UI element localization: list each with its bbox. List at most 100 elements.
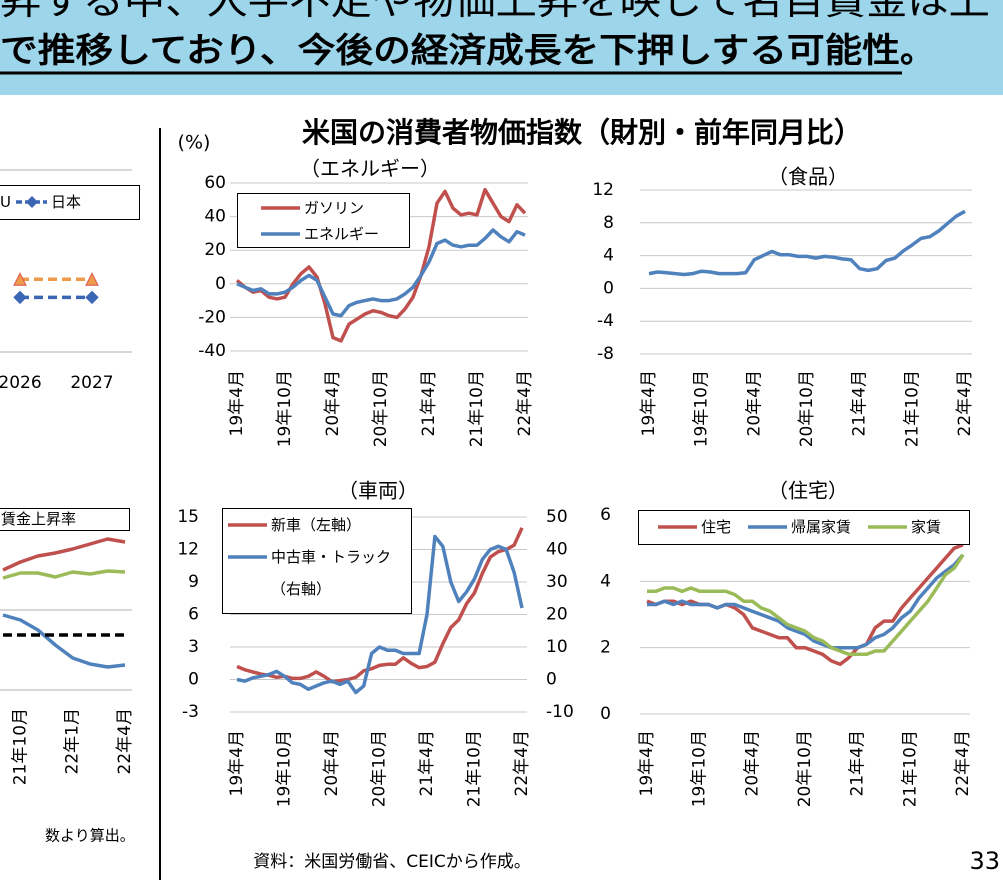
unit-label: (%) xyxy=(178,132,211,154)
x-tick-label: 21年10月 xyxy=(902,370,922,447)
legend-item: 帰属家賃 xyxy=(747,514,851,544)
legend-item: U xyxy=(0,189,11,219)
x-tick-label: 21年10月 xyxy=(467,370,487,447)
marker xyxy=(13,272,27,286)
chart-subtitle: （エネルギー） xyxy=(300,157,440,181)
x-tick-label: 22年4月 xyxy=(115,708,135,774)
y-tick-label: 4 xyxy=(603,246,614,266)
header-line2: で推移しており、今後の経済成長を下押しする可能性。 xyxy=(0,31,934,71)
legend-label: エネルギー xyxy=(304,225,380,243)
header-period: 。 xyxy=(900,31,934,71)
x-tick-label: 20年10月 xyxy=(797,370,817,447)
legend-label: 家賃 xyxy=(911,518,942,536)
header-line1: 昇する中、人手不足や物価上昇を映して名目賃金は上 xyxy=(0,0,990,23)
y2-tick-label: 30 xyxy=(546,572,568,592)
y-tick-label: 12 xyxy=(177,540,199,560)
y2-tick-label: 20 xyxy=(546,605,568,625)
y-tick-label: 6 xyxy=(600,505,611,525)
legend-label: 賃金上昇率 xyxy=(1,510,77,528)
marker xyxy=(13,290,27,305)
x-tick-label: 20年4月 xyxy=(742,730,762,796)
y2-tick-label: 10 xyxy=(546,637,568,657)
legend-item: 賃金上昇率 xyxy=(0,509,76,530)
legend-label: 日本 xyxy=(50,193,81,211)
y-tick-label: -8 xyxy=(597,344,614,364)
legend: 賃金上昇率 xyxy=(0,508,130,531)
legend-marker xyxy=(25,196,38,208)
series-line xyxy=(648,209,966,277)
y-tick-label: 0 xyxy=(215,274,226,294)
legend-item: 新車（左軸） xyxy=(227,509,411,541)
x-tick-label: 20年4月 xyxy=(322,730,342,796)
x-tick-label: 22年4月 xyxy=(955,370,975,436)
y-tick-label: 0 xyxy=(600,704,611,724)
x-tick-label: 21年4月 xyxy=(417,730,437,796)
header-banner xyxy=(0,0,1003,95)
x-tick-label: 21年10月 xyxy=(900,730,920,807)
y-tick-label: 12 xyxy=(592,180,614,200)
x-tick-label: 19年4月 xyxy=(227,370,247,436)
legend-swatch xyxy=(261,232,300,236)
legend-label: 中古車・トラック（右軸） xyxy=(271,548,392,598)
series-line xyxy=(235,187,527,343)
y2-tick-label: 40 xyxy=(546,540,568,560)
y-tick-label: 15 xyxy=(177,507,199,527)
legend-swatch xyxy=(658,525,697,529)
x-tick-label: 2026 xyxy=(0,373,42,393)
y-tick-label: 20 xyxy=(204,240,226,260)
chart-subtitle: （車両） xyxy=(338,479,418,503)
x-tick-label: 21年10月 xyxy=(10,708,30,785)
legend: 新車（左軸） 中古車・トラック（右軸） xyxy=(222,508,412,614)
footnote: 数より算出。 xyxy=(45,827,135,845)
legend-label: 新車（左軸） xyxy=(271,516,362,534)
x-tick-label: 22年4月 xyxy=(515,370,535,436)
marker xyxy=(85,272,99,286)
page-number: 33 xyxy=(969,847,1000,875)
x-tick-label: 19年4月 xyxy=(227,730,247,796)
x-tick-label: 21年10月 xyxy=(465,730,485,807)
x-tick-label: 21年4月 xyxy=(419,370,439,436)
legend-item: 日本 xyxy=(15,189,81,219)
y-tick-label: -4 xyxy=(597,311,614,331)
series-line xyxy=(647,553,965,650)
y-tick-label: -40 xyxy=(198,341,226,361)
series-line xyxy=(2,569,126,580)
x-tick-label: 20年4月 xyxy=(744,370,764,436)
x-tick-label: 19年10月 xyxy=(275,370,295,447)
series-line xyxy=(236,228,526,318)
series-line xyxy=(2,613,126,669)
y-tick-label: 0 xyxy=(188,670,199,690)
legend-item: 家賃 xyxy=(867,514,941,544)
marker xyxy=(85,290,99,305)
legend: ガソリンエネルギー xyxy=(237,193,410,248)
y-tick-label: 6 xyxy=(188,605,199,625)
y-tick-label: 2 xyxy=(600,638,611,658)
legend-item: エネルギー xyxy=(260,221,409,247)
legend-swatch xyxy=(261,206,300,210)
y-tick-label: -20 xyxy=(198,307,226,327)
legend-item: 住宅 xyxy=(657,514,731,544)
series-line xyxy=(236,534,524,695)
legend-swatch xyxy=(15,196,47,208)
x-tick-label: 22年4月 xyxy=(953,730,973,796)
x-tick-label: 20年10月 xyxy=(371,370,391,447)
y2-tick-label: 0 xyxy=(546,670,557,690)
y2-tick-label: -10 xyxy=(546,702,574,722)
x-tick-label: 21年4月 xyxy=(848,730,868,796)
legend-item: ガソリン xyxy=(260,195,409,221)
chart-subtitle: （食品） xyxy=(768,165,848,189)
header-line2-text: で推移しており、今後の経済成長を下押しする可能性 xyxy=(0,31,900,71)
legend-label: 帰属家賃 xyxy=(791,518,852,536)
y-tick-label: 60 xyxy=(204,173,226,193)
x-tick-label: 20年10月 xyxy=(370,730,390,807)
legend-swatch xyxy=(228,523,267,527)
x-tick-label: 19年10月 xyxy=(692,370,712,447)
chart-subtitle: （住宅） xyxy=(768,479,848,503)
x-tick-label: 19年10月 xyxy=(275,730,295,807)
y2-tick-label: 50 xyxy=(546,507,568,527)
y-tick-label: 4 xyxy=(600,571,611,591)
x-tick-label: 22年4月 xyxy=(512,730,532,796)
x-tick-label: 20年10月 xyxy=(795,730,815,807)
